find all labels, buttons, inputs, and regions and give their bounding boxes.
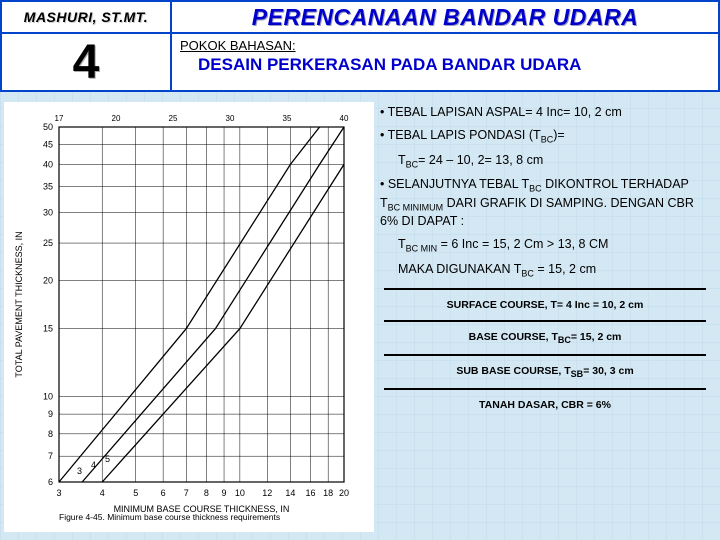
svg-text:10: 10 [235, 488, 245, 498]
note-line-1: • TEBAL LAPISAN ASPAL= 4 Inc= 10, 2 cm [380, 104, 710, 121]
main-title: PERENCANAAN BANDAR UDARA [252, 4, 638, 31]
svg-text:7: 7 [48, 451, 53, 461]
svg-text:40: 40 [43, 159, 53, 169]
layer-base: BASE COURSE, TBC= 15, 2 cm [380, 330, 710, 346]
layer-divider-1 [384, 288, 706, 290]
svg-text:10: 10 [43, 391, 53, 401]
svg-text:50: 50 [43, 122, 53, 132]
header-right: PERENCANAAN BANDAR UDARA POKOK BAHASAN: … [172, 0, 720, 92]
svg-text:20: 20 [43, 275, 53, 285]
note-line-3: TBC= 24 – 10, 2= 13, 8 cm [398, 152, 710, 171]
layer-divider-3 [384, 354, 706, 356]
svg-text:6: 6 [161, 488, 166, 498]
header: MASHURI, ST.MT. 4 PERENCANAAN BANDAR UDA… [0, 0, 720, 92]
svg-text:9: 9 [48, 409, 53, 419]
svg-text:4: 4 [91, 460, 96, 470]
svg-text:18: 18 [323, 488, 333, 498]
svg-text:14: 14 [285, 488, 295, 498]
layer-subbase: SUB BASE COURSE, TSB= 30, 3 cm [380, 364, 710, 380]
chart-panel: 3456789101214161820678910152025303540455… [4, 102, 374, 532]
svg-text:20: 20 [112, 114, 121, 123]
note-line-4: • SELANJUTNYA TEBAL TBC DIKONTROL TERHAD… [380, 176, 710, 230]
svg-text:25: 25 [43, 238, 53, 248]
note-line-6: MAKA DIGUNAKAN TBC = 15, 2 cm [398, 261, 710, 280]
svg-text:8: 8 [204, 488, 209, 498]
header-left: MASHURI, ST.MT. 4 [0, 0, 172, 92]
author-label: MASHURI, ST.MT. [24, 9, 148, 25]
svg-text:Figure 4-45. Minimum base cou: Figure 4-45. Minimum base course thickne… [59, 512, 280, 522]
svg-text:4: 4 [100, 488, 105, 498]
svg-text:7: 7 [184, 488, 189, 498]
svg-text:5: 5 [133, 488, 138, 498]
slide-number: 4 [73, 35, 100, 90]
note-line-5: TBC MIN = 6 Inc = 15, 2 Cm > 13, 8 CM [398, 236, 710, 255]
notes-panel: • TEBAL LAPISAN ASPAL= 4 Inc= 10, 2 cm •… [378, 98, 720, 536]
pokok-label: POKOK BAHASAN: [180, 38, 710, 53]
author-box: MASHURI, ST.MT. [0, 0, 172, 34]
svg-text:30: 30 [43, 208, 53, 218]
layer-divider-4 [384, 388, 706, 390]
svg-text:40: 40 [340, 114, 349, 123]
svg-text:3: 3 [56, 488, 61, 498]
page-root: MASHURI, ST.MT. 4 PERENCANAAN BANDAR UDA… [0, 0, 720, 540]
layer-tanah: TANAH DASAR, CBR = 6% [380, 398, 710, 412]
note-line-2: • TEBAL LAPIS PONDASI (TBC)= [380, 127, 710, 146]
svg-text:15: 15 [43, 324, 53, 334]
svg-text:35: 35 [43, 182, 53, 192]
title-box: PERENCANAAN BANDAR UDARA [172, 0, 720, 34]
subtitle-box: POKOK BAHASAN: DESAIN PERKERASAN PADA BA… [172, 34, 720, 92]
svg-text:25: 25 [169, 114, 178, 123]
svg-text:30: 30 [226, 114, 235, 123]
svg-text:35: 35 [283, 114, 292, 123]
svg-text:8: 8 [48, 429, 53, 439]
subtitle: DESAIN PERKERASAN PADA BANDAR UDARA [198, 55, 710, 75]
svg-text:TOTAL PAVEMENT THICKNESS, IN: TOTAL PAVEMENT THICKNESS, IN [14, 231, 24, 377]
layer-surface: SURFACE COURSE, T= 4 Inc = 10, 2 cm [380, 298, 710, 312]
svg-text:17: 17 [55, 114, 64, 123]
svg-text:5: 5 [105, 454, 110, 464]
svg-text:9: 9 [222, 488, 227, 498]
content: 3456789101214161820678910152025303540455… [0, 98, 720, 536]
slide-number-box: 4 [0, 34, 172, 92]
svg-text:16: 16 [305, 488, 315, 498]
layer-divider-2 [384, 320, 706, 322]
svg-text:12: 12 [262, 488, 272, 498]
chart-svg: 3456789101214161820678910152025303540455… [4, 102, 374, 532]
svg-text:45: 45 [43, 140, 53, 150]
svg-text:6: 6 [48, 477, 53, 487]
svg-text:3: 3 [77, 466, 82, 476]
svg-text:20: 20 [339, 488, 349, 498]
